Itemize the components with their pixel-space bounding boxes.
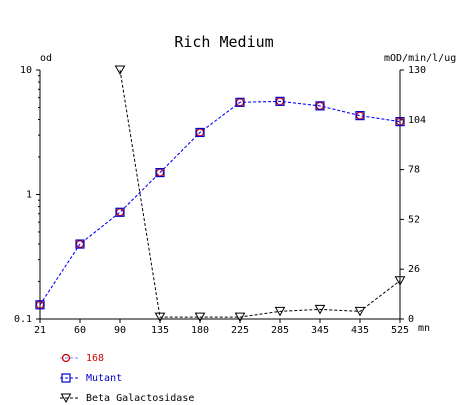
x-tick-label: 525 (391, 325, 409, 336)
point-beta-galactosidase (234, 312, 246, 323)
series-line-mutant (39, 100, 401, 306)
x-axis-unit-label: mn (418, 323, 430, 334)
point-beta-galactosidase (354, 306, 366, 317)
x-tick-label: 225 (231, 325, 249, 336)
y-right-tick-label: 0 (408, 314, 414, 325)
y-left-tick-label: 0.1 (14, 314, 32, 325)
point-mutant (115, 207, 125, 217)
point-beta-galactosidase (154, 312, 166, 323)
legend-label-beta-galactosidase: Beta Galactosidase (86, 393, 194, 404)
series-line-beta-galactosidase (119, 69, 401, 318)
point-mutant (35, 300, 45, 310)
x-tick-label: 90 (114, 325, 126, 336)
legend-marker-168 (61, 353, 71, 363)
point-mutant (235, 97, 245, 107)
axis-ticks: 21 60 90 135 180 225 285 345 435 525 10 1 0.1 130 104 7… (14, 65, 426, 336)
point-mutant (155, 167, 165, 178)
x-tick-label: 180 (191, 325, 209, 336)
legend-marker-beta-galactosidase (60, 393, 72, 404)
x-tick-label: 345 (311, 325, 329, 336)
chart-title: Rich Medium (174, 33, 273, 51)
x-tick-label: 60 (74, 325, 86, 336)
point-mutant (75, 239, 85, 249)
point-beta-galactosidase (394, 276, 406, 286)
y-right-tick-label: 52 (408, 214, 420, 225)
y-right-tick-label: 130 (408, 65, 426, 76)
legend-label-mutant: Mutant (86, 373, 122, 384)
y-right-tick-label: 26 (408, 264, 420, 275)
legend-marker-mutant (61, 373, 71, 383)
y-left-tick-label: 1 (26, 190, 32, 201)
y-left-tick-label: 10 (20, 65, 32, 76)
point-beta-galactosidase (314, 304, 326, 315)
legend: 168 Mutant Beta Galactosidase (60, 353, 194, 404)
point-beta-galactosidase (274, 306, 286, 317)
y-right-tick-label: 78 (408, 165, 420, 176)
point-mutant (275, 96, 285, 106)
x-tick-label: 135 (151, 325, 169, 336)
series-line-168 (39, 100, 401, 306)
y-left-axis-label: od (40, 53, 52, 64)
x-tick-label: 285 (271, 325, 289, 336)
point-mutant (355, 111, 365, 121)
x-tick-label: 21 (34, 325, 46, 336)
point-mutant (315, 101, 325, 111)
y-right-axis-label: mOD/min/l/ug (384, 53, 456, 64)
y-right-tick-label: 104 (408, 115, 426, 126)
point-mutant (395, 117, 405, 127)
point-168 (115, 208, 125, 217)
point-mutant (195, 127, 205, 138)
point-beta-galactosidase (194, 312, 206, 323)
series-lines (39, 69, 401, 318)
legend-label-168: 168 (86, 353, 104, 364)
point-beta-galactosidase (114, 65, 126, 76)
x-tick-label: 435 (351, 325, 369, 336)
series-markers (35, 65, 406, 323)
